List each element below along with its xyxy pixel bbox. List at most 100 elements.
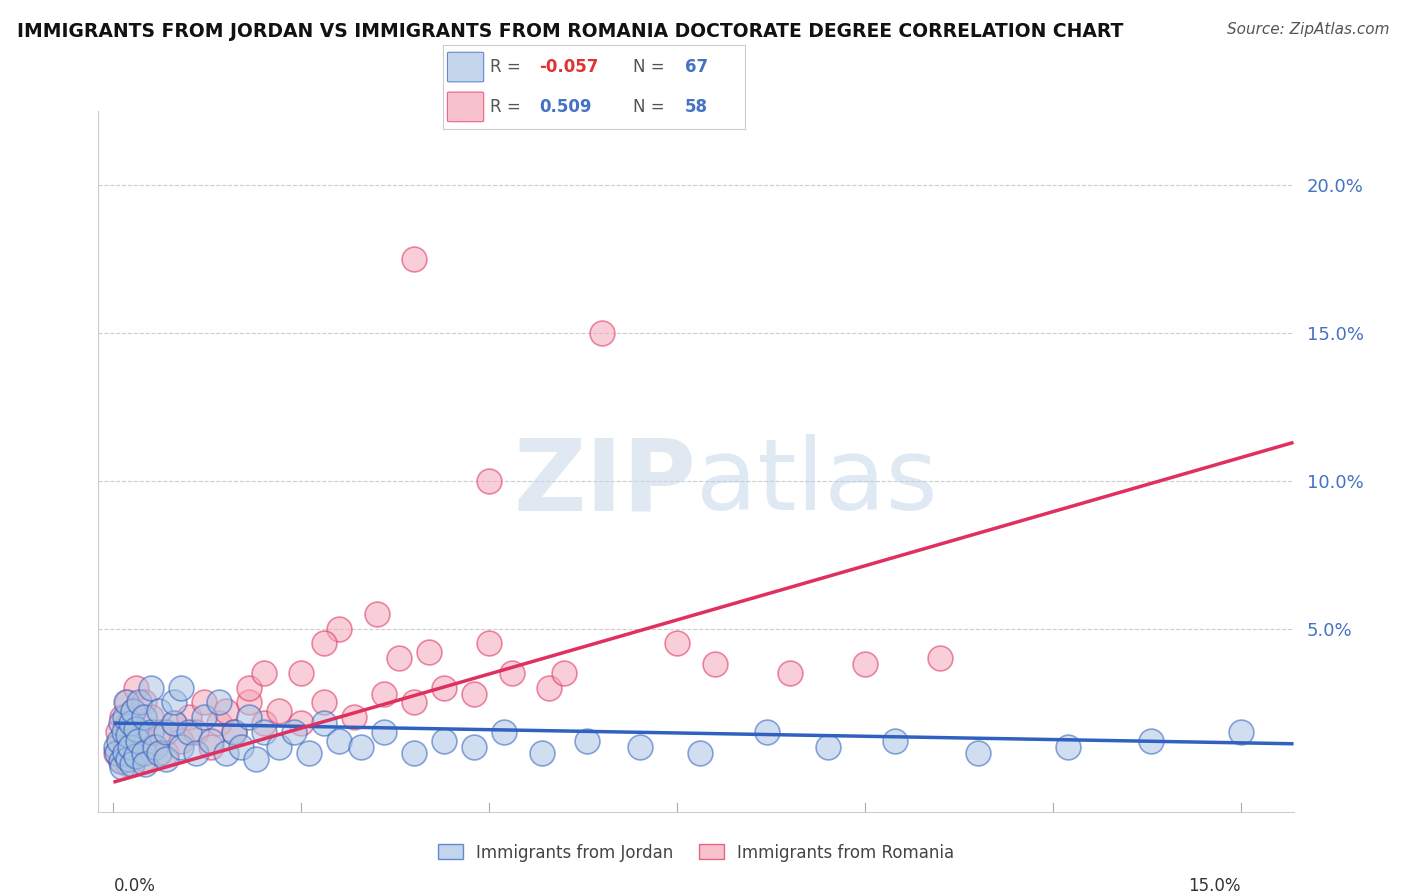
Point	[115, 695, 138, 709]
Point	[404, 252, 426, 267]
Point	[404, 695, 426, 709]
Text: 0.0%: 0.0%	[114, 877, 155, 892]
Point	[170, 681, 193, 695]
Point	[404, 746, 426, 760]
Point	[628, 739, 651, 754]
Point	[208, 716, 231, 731]
Point	[463, 687, 485, 701]
Point	[110, 716, 132, 731]
Point	[118, 739, 141, 754]
Point	[132, 695, 155, 709]
Point	[139, 725, 162, 739]
Point	[125, 681, 148, 695]
Point	[162, 695, 184, 709]
Point	[703, 657, 725, 671]
Point	[433, 681, 456, 695]
Point	[231, 739, 253, 754]
Point	[148, 725, 170, 739]
Point	[388, 651, 411, 665]
Text: -0.057: -0.057	[540, 58, 599, 76]
Point	[155, 751, 177, 765]
FancyBboxPatch shape	[447, 53, 484, 82]
Text: 67: 67	[685, 58, 707, 76]
Point	[139, 681, 162, 695]
Point	[122, 704, 145, 718]
Text: atlas: atlas	[696, 434, 938, 531]
Point	[253, 716, 276, 731]
Point	[222, 725, 245, 739]
Point	[298, 746, 321, 760]
Point	[779, 665, 801, 680]
Point	[283, 725, 305, 739]
Point	[111, 760, 134, 774]
Point	[117, 751, 139, 765]
FancyBboxPatch shape	[447, 92, 484, 121]
Point	[501, 665, 523, 680]
Point	[139, 710, 162, 724]
Point	[343, 710, 366, 724]
Point	[148, 746, 170, 760]
Point	[328, 734, 350, 748]
Point	[1057, 739, 1080, 754]
Point	[966, 746, 988, 760]
Point	[155, 725, 177, 739]
Point	[1230, 725, 1253, 739]
Point	[134, 757, 156, 772]
Point	[433, 734, 456, 748]
Point	[184, 725, 207, 739]
Point	[117, 716, 139, 731]
Text: 58: 58	[685, 98, 707, 116]
Point	[125, 746, 148, 760]
Point	[127, 734, 149, 748]
Point	[125, 722, 148, 736]
Point	[128, 695, 150, 709]
Point	[238, 710, 260, 724]
Point	[350, 739, 373, 754]
Point	[312, 695, 335, 709]
Point	[553, 665, 575, 680]
Point	[139, 739, 162, 754]
Point	[132, 710, 155, 724]
Point	[222, 725, 245, 739]
Point	[184, 746, 207, 760]
Point	[155, 746, 177, 760]
Point	[538, 681, 561, 695]
Point	[132, 746, 155, 760]
Point	[107, 725, 129, 739]
Point	[238, 681, 260, 695]
Point	[530, 746, 553, 760]
Point	[591, 326, 613, 340]
Point	[215, 704, 238, 718]
Point	[193, 710, 215, 724]
Point	[884, 734, 907, 748]
Text: 15.0%: 15.0%	[1188, 877, 1241, 892]
Point	[110, 755, 132, 769]
Text: R =: R =	[489, 98, 526, 116]
Point	[122, 704, 145, 718]
Point	[208, 695, 231, 709]
Point	[575, 734, 598, 748]
Point	[105, 746, 128, 760]
Text: N =: N =	[633, 58, 671, 76]
Point	[115, 695, 138, 709]
Text: 0.509: 0.509	[540, 98, 592, 116]
Point	[170, 739, 193, 754]
Point	[245, 751, 267, 765]
Point	[215, 746, 238, 760]
Point	[128, 725, 150, 739]
Point	[373, 725, 395, 739]
Point	[117, 757, 139, 772]
Point	[105, 746, 128, 760]
Point	[366, 607, 388, 621]
Point	[463, 739, 485, 754]
Point	[111, 710, 134, 724]
Point	[929, 651, 952, 665]
Point	[125, 748, 148, 763]
Point	[238, 695, 260, 709]
Point	[689, 746, 711, 760]
Point	[1139, 734, 1161, 748]
Point	[132, 751, 155, 765]
Legend: Immigrants from Jordan, Immigrants from Romania: Immigrants from Jordan, Immigrants from …	[430, 835, 962, 870]
Text: Source: ZipAtlas.com: Source: ZipAtlas.com	[1226, 22, 1389, 37]
Point	[290, 716, 312, 731]
